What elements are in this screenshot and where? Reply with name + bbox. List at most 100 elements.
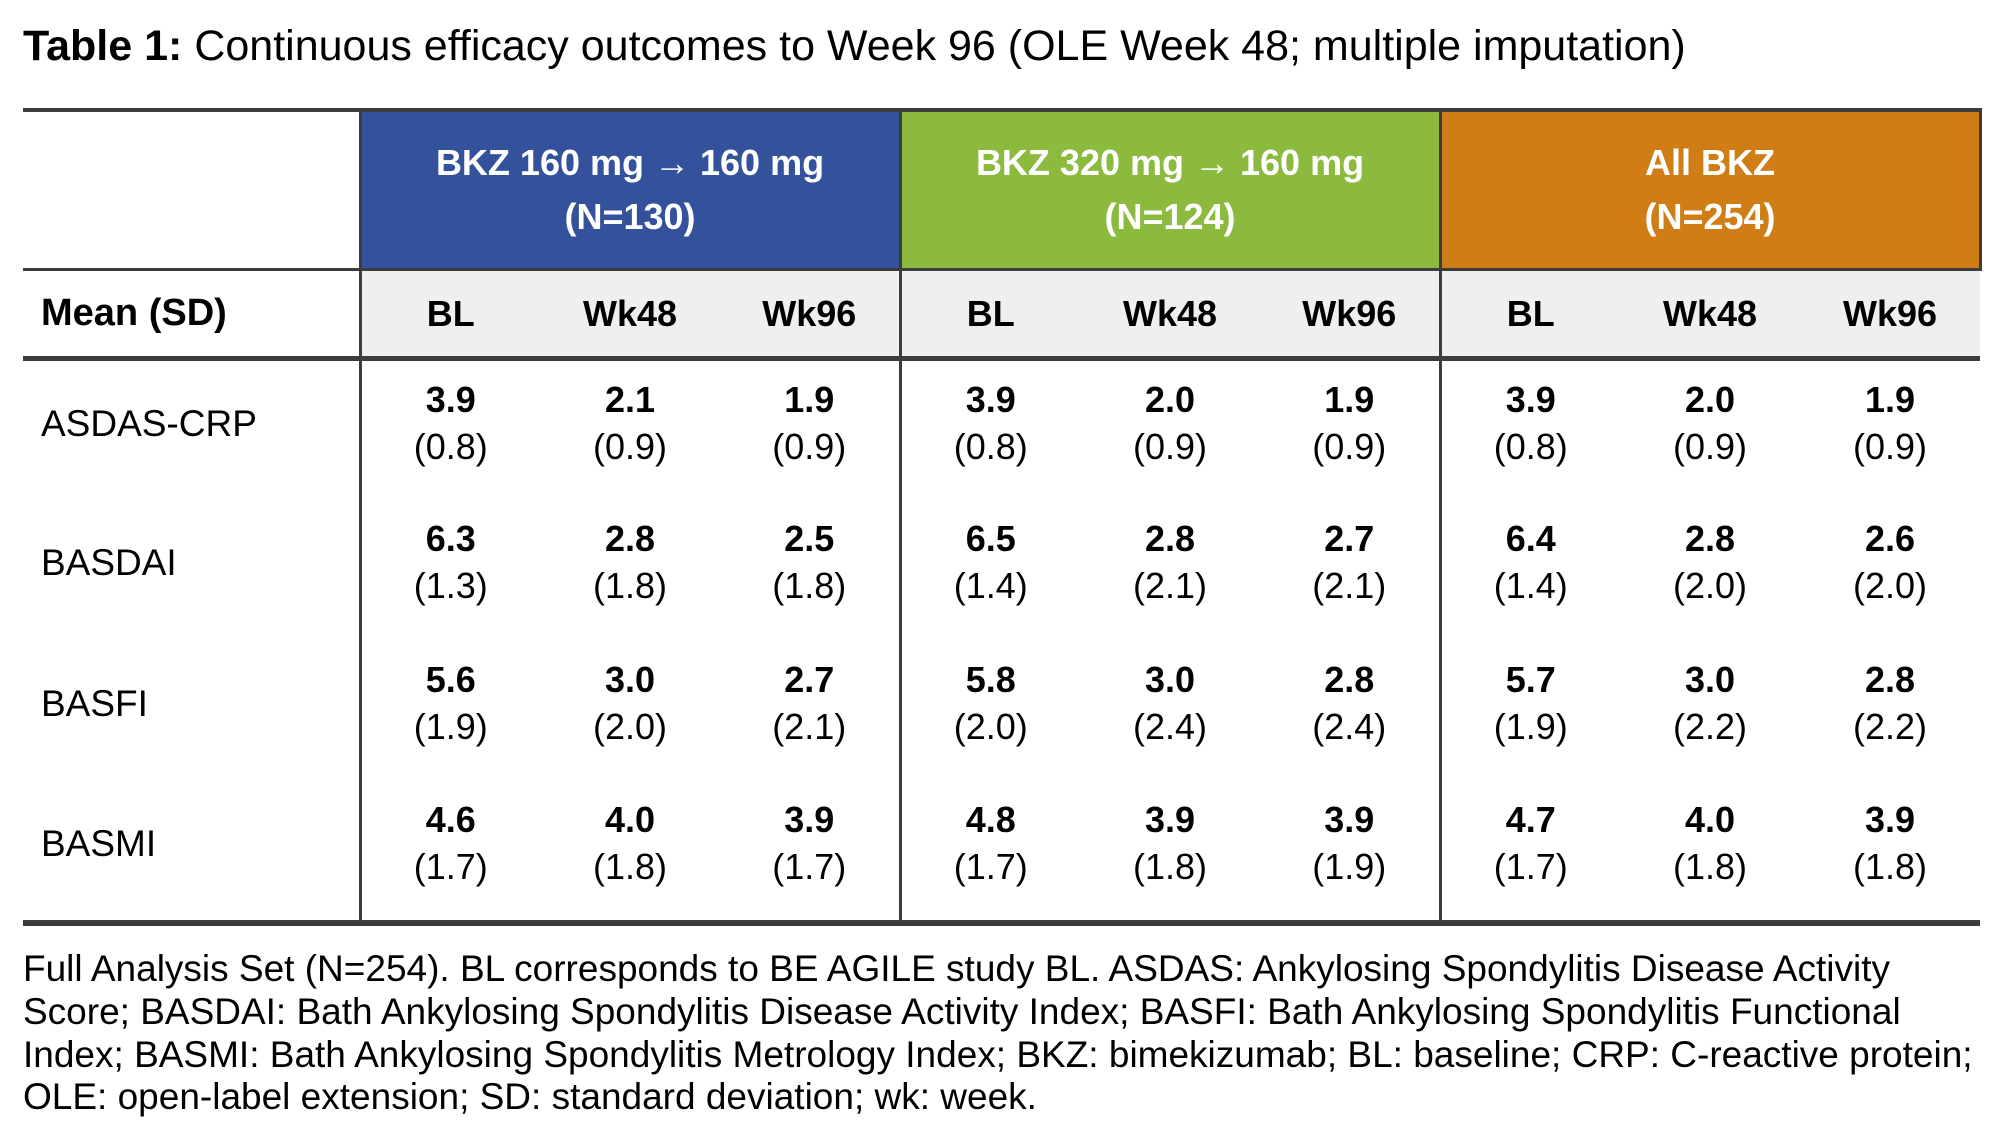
value-cell: 2.5 (1.8) (720, 500, 900, 641)
sd-value: (1.8) (1132, 845, 1208, 887)
mean-value: 2.0 (1144, 378, 1196, 420)
mean-value: 3.9 (1864, 798, 1916, 840)
sd-value: (2.0) (953, 706, 1028, 748)
mean-value: 3.9 (1324, 798, 1375, 840)
mean-value: 3.9 (1505, 378, 1556, 420)
sd-value: (2.0) (1672, 565, 1748, 607)
sd-value: (1.8) (772, 565, 847, 607)
sd-value: (1.9) (1312, 845, 1387, 887)
row-header-label: Mean (SD) (23, 269, 360, 362)
sd-value: (2.1) (1312, 565, 1387, 607)
sd-value: (1.8) (1852, 845, 1928, 887)
group-name: BKZ 160 mg → 160 mg (435, 142, 825, 183)
value-cell: 1.9 (0.9) (720, 359, 900, 500)
group-header-bkz160: BKZ 160 mg → 160 mg (N=130) (358, 107, 900, 272)
sd-value: (1.3) (413, 565, 488, 607)
sd-value: (1.7) (953, 845, 1028, 887)
sd-value: (1.7) (413, 845, 488, 887)
group-name: BKZ 320 mg → 160 mg (975, 142, 1365, 183)
mean-value: 2.5 (784, 518, 835, 560)
mean-value: 4.7 (1505, 798, 1556, 840)
sd-value: (0.8) (953, 425, 1028, 467)
sd-value: (1.7) (772, 845, 847, 887)
row-label: BASFI (41, 683, 148, 725)
col-header-bl-g1: BL (358, 269, 540, 362)
mean-value: 2.8 (1324, 659, 1375, 701)
sd-value: (1.7) (1493, 845, 1568, 887)
value-cell: 1.9 (0.9) (1260, 359, 1440, 500)
value-cell: 2.8 (2.1) (1080, 500, 1260, 641)
mean-value: 6.4 (1505, 518, 1556, 560)
mean-value: 5.7 (1505, 659, 1556, 701)
table-row-basmi: BASMI 4.6 (1.7) 4.0 (1.8) 3.9 (1.7) 4.8 (1.7… (23, 781, 1980, 926)
sd-value: (1.8) (592, 845, 668, 887)
table-caption: Table 1: Continuous efficacy outcomes to … (23, 20, 2000, 74)
sd-value: (1.9) (413, 706, 488, 748)
mean-value: 4.0 (604, 798, 656, 840)
group-header-bkz320: BKZ 320 mg → 160 mg (N=124) (898, 107, 1440, 272)
value-cell: 3.9 (1.9) (1260, 781, 1440, 926)
mean-value: 3.9 (784, 798, 835, 840)
table-caption-text: Continuous efficacy outcomes to Week 96 … (194, 22, 1686, 70)
row-label: BASDAI (41, 542, 177, 584)
col-header-bl-g3: BL (1438, 269, 1620, 362)
sd-value: (2.2) (1852, 706, 1928, 748)
col-header-wk48-g1: Wk48 (540, 269, 720, 362)
table-row-basfi: BASFI 5.6 (1.9) 3.0 (2.0) 2.7 (2.1) 5.8 (2.0… (23, 640, 1980, 782)
mean-value: 2.7 (784, 659, 835, 701)
value-cell: 4.8 (1.7) (898, 781, 1080, 926)
value-cell: 3.9 (1.8) (1800, 781, 1980, 926)
value-cell: 4.0 (1.8) (540, 781, 720, 926)
mean-value: 3.9 (1144, 798, 1196, 840)
mean-value: 4.8 (965, 798, 1016, 840)
mean-value: 2.8 (1864, 659, 1916, 701)
value-cell: 4.7 (1.7) (1438, 781, 1620, 926)
mean-value: 3.9 (425, 378, 476, 420)
footnote: Full Analysis Set (N=254). BL correspond… (23, 947, 1973, 1118)
group-name: All BKZ (1645, 142, 1775, 183)
sd-value: (2.2) (1672, 706, 1748, 748)
group-header-row: BKZ 160 mg → 160 mg (N=130) BKZ 320 mg →… (23, 107, 1982, 272)
efficacy-outcomes-table: BKZ 160 mg → 160 mg (N=130) BKZ 320 mg →… (23, 107, 1982, 926)
sd-value: (2.4) (1312, 706, 1387, 748)
mean-value: 2.8 (1684, 518, 1736, 560)
value-cell: 6.4 (1.4) (1438, 499, 1620, 641)
mean-value: 5.8 (965, 659, 1016, 701)
sd-value: (0.9) (772, 425, 847, 467)
mean-value: 5.6 (425, 659, 476, 701)
value-cell: 3.0 (2.2) (1620, 641, 1800, 782)
mean-value: 3.0 (1684, 659, 1736, 701)
value-cell: 2.7 (2.1) (720, 641, 900, 782)
sd-value: (0.9) (1852, 425, 1928, 467)
col-header-wk48-g3: Wk48 (1620, 269, 1800, 362)
mean-value: 2.0 (1684, 378, 1736, 420)
sd-value: (0.8) (1493, 425, 1568, 467)
value-cell: 4.6 (1.7) (358, 781, 540, 926)
col-header-wk48-g2: Wk48 (1080, 269, 1260, 362)
group-header-allbkz: All BKZ (N=254) (1438, 107, 1982, 272)
sd-value: (1.8) (592, 565, 668, 607)
sd-value: (0.9) (592, 425, 668, 467)
mean-value: 2.7 (1324, 518, 1375, 560)
sd-value: (2.0) (1852, 565, 1928, 607)
sd-value: (2.4) (1132, 706, 1208, 748)
value-cell: 3.9 (1.8) (1080, 781, 1260, 926)
sd-value: (1.9) (1493, 706, 1568, 748)
value-cell: 2.6 (2.0) (1800, 500, 1980, 641)
table-row-asdas-crp: ASDAS-CRP 3.9 (0.8) 2.1 (0.9) 1.9 (0.9) 3.9… (23, 358, 1980, 500)
mean-value: 2.8 (1144, 518, 1196, 560)
value-cell: 2.8 (2.4) (1260, 641, 1440, 782)
mean-value: 3.0 (604, 659, 656, 701)
mean-value: 1.9 (784, 378, 835, 420)
value-cell: 2.0 (0.9) (1620, 359, 1800, 500)
mean-value: 6.3 (425, 518, 476, 560)
table-caption-label: Table 1: (23, 22, 183, 70)
mean-value: 4.6 (425, 798, 476, 840)
sd-value: (1.4) (1493, 565, 1568, 607)
mean-value: 2.6 (1864, 518, 1916, 560)
value-cell: 4.0 (1.8) (1620, 781, 1800, 926)
row-label: ASDAS-CRP (41, 402, 257, 444)
value-cell: 2.8 (2.0) (1620, 500, 1800, 641)
sd-value: (2.1) (1132, 565, 1208, 607)
